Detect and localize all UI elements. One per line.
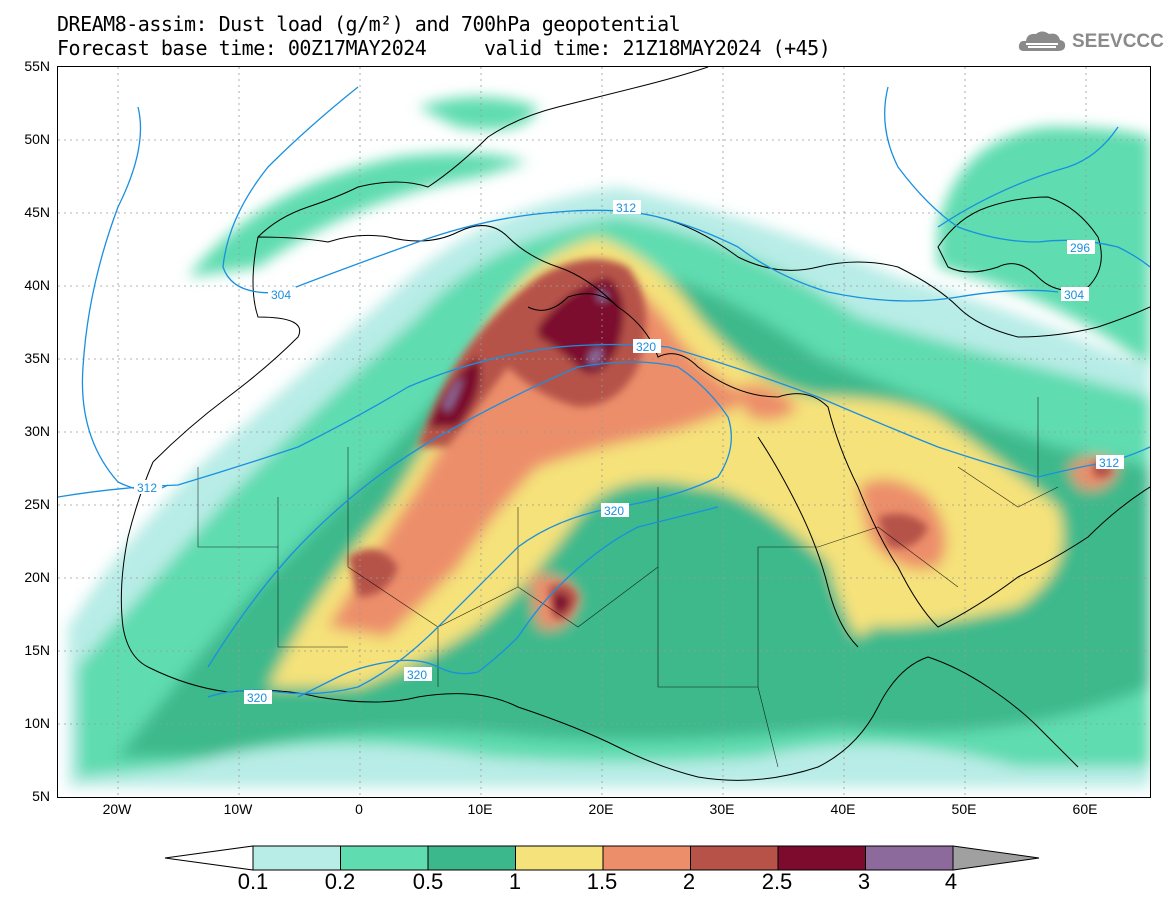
dust-load-map: 312 304 304 296 320 312 320 320 320 312 bbox=[57, 66, 1151, 798]
colorbar-label: 1.5 bbox=[586, 869, 618, 894]
lon-label: 10W bbox=[223, 801, 253, 817]
contour-label: 296 bbox=[1070, 241, 1090, 255]
colorbar-swatch bbox=[865, 845, 954, 871]
contour-label: 312 bbox=[137, 481, 157, 495]
colorbar-label: 4 bbox=[944, 869, 958, 894]
colorbar-swatch bbox=[777, 845, 866, 871]
logo-text: SEEVCCC bbox=[1072, 31, 1164, 52]
lat-label: 35N bbox=[24, 350, 50, 366]
colorbar bbox=[164, 845, 1040, 871]
seevccc-logo: SEEVCCC bbox=[1018, 28, 1164, 56]
colorbar-lower-arrow bbox=[164, 845, 254, 871]
colorbar-label: 0.5 bbox=[412, 869, 444, 894]
lat-label: 25N bbox=[24, 496, 50, 512]
lon-label: 0 bbox=[355, 801, 363, 817]
lat-label: 5N bbox=[32, 788, 50, 804]
lat-label: 50N bbox=[24, 131, 50, 147]
colorbar-swatch bbox=[252, 845, 341, 871]
lon-label: 30E bbox=[709, 801, 735, 817]
lat-label: 30N bbox=[24, 423, 50, 439]
contour-label: 312 bbox=[1099, 456, 1119, 470]
colorbar-label: 2 bbox=[682, 869, 696, 894]
lon-label: 50E bbox=[951, 801, 977, 817]
colorbar-upper-arrow bbox=[952, 845, 1040, 871]
contour-label: 320 bbox=[604, 504, 624, 518]
map-canvas: 312 304 304 296 320 312 320 320 320 312 bbox=[58, 67, 1150, 797]
lon-label: 20W bbox=[102, 801, 132, 817]
colorbar-label: 0.1 bbox=[237, 869, 269, 894]
colorbar-swatch bbox=[690, 845, 779, 871]
contour-label: 320 bbox=[407, 668, 427, 682]
graticule bbox=[58, 67, 1150, 797]
lon-label: 10E bbox=[467, 801, 493, 817]
colorbar-swatch bbox=[427, 845, 516, 871]
colorbar-swatch bbox=[602, 845, 691, 871]
colorbar-swatch bbox=[340, 845, 429, 871]
contour-label: 304 bbox=[1064, 288, 1084, 302]
colorbar-label: 1 bbox=[508, 869, 522, 894]
lat-label: 45N bbox=[24, 204, 50, 220]
forecast-times: Forecast base time: 00Z17MAY2024 valid t… bbox=[57, 36, 831, 60]
contour-label: 320 bbox=[247, 691, 267, 705]
lat-label: 20N bbox=[24, 569, 50, 585]
dust-shading bbox=[68, 97, 1150, 787]
lon-label: 20E bbox=[588, 801, 614, 817]
colorbar-label: 2.5 bbox=[761, 869, 793, 894]
colorbar-label: 0.2 bbox=[324, 869, 356, 894]
colorbar-label: 3 bbox=[857, 869, 871, 894]
contour-labels: 312 304 304 296 320 312 320 320 320 312 bbox=[134, 200, 1124, 705]
lon-label: 40E bbox=[830, 801, 856, 817]
lat-label: 15N bbox=[24, 642, 50, 658]
contour-label: 320 bbox=[636, 340, 656, 354]
lat-label: 40N bbox=[24, 277, 50, 293]
lat-label: 10N bbox=[24, 715, 50, 731]
coastlines bbox=[120, 67, 1150, 781]
contour-label: 312 bbox=[616, 201, 636, 215]
map-title: DREAM8-assim: Dust load (g/m²) and 700hP… bbox=[57, 12, 681, 36]
lat-label: 55N bbox=[24, 58, 50, 74]
contour-label: 304 bbox=[271, 288, 291, 302]
cloud-logo-icon bbox=[1018, 31, 1066, 51]
colorbar-swatch bbox=[515, 845, 604, 871]
lon-label: 60E bbox=[1072, 801, 1098, 817]
